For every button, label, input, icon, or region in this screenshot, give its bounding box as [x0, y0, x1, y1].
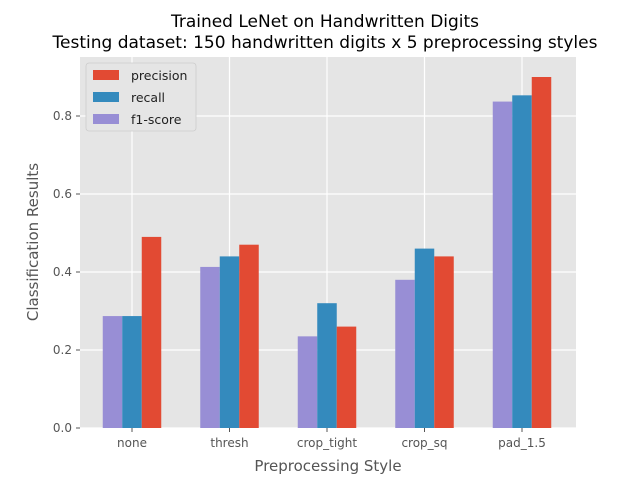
legend: precision recall f1-score: [85, 62, 197, 132]
bar-precision-thresh: [239, 244, 259, 428]
bar-recall-pad_1.5: [512, 95, 532, 428]
y-tick-label: 0.8: [53, 109, 72, 123]
legend-swatch-precision: [93, 70, 119, 80]
y-tick-label: 0.2: [53, 343, 72, 357]
bar-f1-score-thresh: [200, 266, 220, 428]
bar-f1-score-none: [102, 316, 123, 428]
bars: [102, 77, 552, 428]
chart-title: Trained LeNet on Handwritten Digits: [170, 12, 479, 32]
bar-precision-pad_1.5: [531, 77, 552, 428]
x-axis-label: Preprocessing Style: [254, 457, 401, 475]
y-tick-label: 0.4: [53, 265, 72, 279]
ticks: 0.0 0.2 0.4 0.6 0.8 none thresh crop_tight crop_…: [53, 109, 546, 450]
legend-label-precision: precision: [131, 68, 187, 83]
bar-recall-thresh: [219, 256, 240, 428]
x-tick-label: none: [117, 436, 147, 450]
legend-label-f1-score: f1-score: [131, 112, 182, 127]
bar-precision-crop_sq: [434, 256, 454, 428]
legend-label-recall: recall: [131, 90, 165, 105]
bar-precision-none: [141, 236, 162, 428]
y-tick-label: 0.0: [53, 421, 72, 435]
x-tick-label: pad_1.5: [498, 436, 546, 450]
legend-swatch-f1-score: [93, 114, 119, 124]
bar-recall-crop_tight: [317, 303, 337, 428]
bar-f1-score-pad_1.5: [492, 101, 513, 428]
bar-recall-crop_sq: [414, 248, 435, 428]
y-tick-label: 0.6: [53, 187, 72, 201]
x-tick-label: crop_tight: [297, 436, 357, 450]
x-tick-label: thresh: [210, 436, 248, 450]
x-tick-label: crop_sq: [401, 436, 447, 450]
bar-f1-score-crop_tight: [297, 336, 318, 428]
legend-swatch-recall: [93, 92, 119, 102]
y-axis-label: Classification Results: [24, 163, 42, 321]
chart-subtitle: Testing dataset: 150 handwritten digits …: [52, 33, 598, 53]
bar-recall-none: [122, 316, 142, 428]
bar-f1-score-crop_sq: [395, 279, 415, 428]
bar-precision-crop_tight: [336, 326, 357, 428]
